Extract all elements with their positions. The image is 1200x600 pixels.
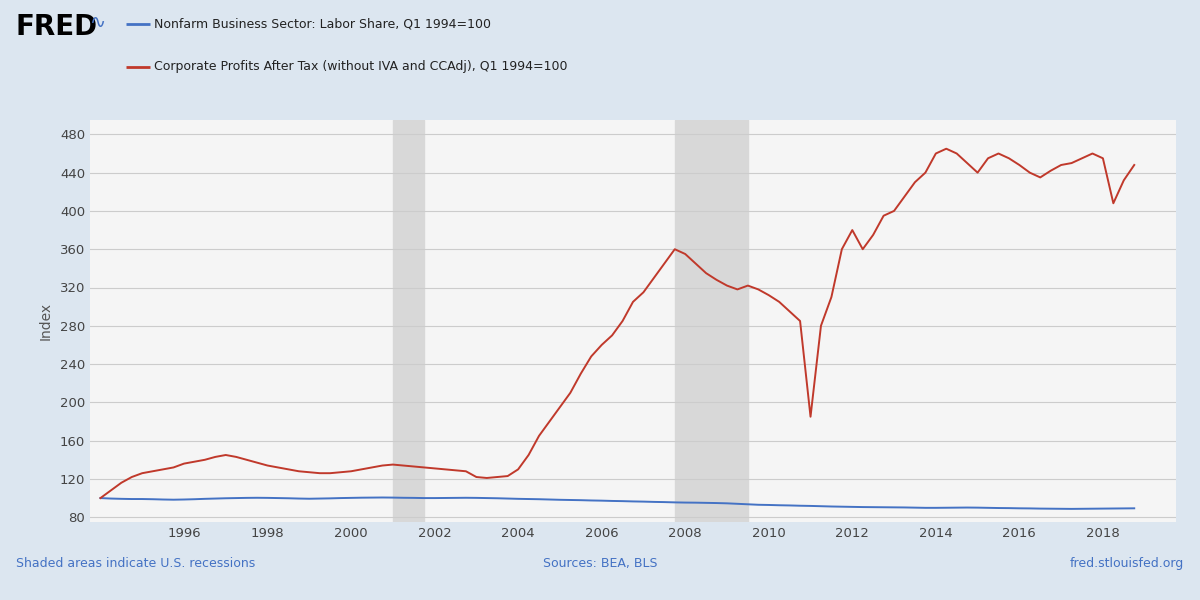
Y-axis label: Index: Index [38,302,53,340]
Text: Nonfarm Business Sector: Labor Share, Q1 1994=100: Nonfarm Business Sector: Labor Share, Q1… [154,17,491,30]
Text: fred.stlouisfed.org: fred.stlouisfed.org [1070,557,1184,570]
Text: Sources: BEA, BLS: Sources: BEA, BLS [542,557,658,570]
Bar [392,120,424,522]
Text: FRED: FRED [16,13,97,41]
Text: ∿: ∿ [86,13,107,32]
Bar [674,120,748,522]
Text: Shaded areas indicate U.S. recessions: Shaded areas indicate U.S. recessions [16,557,254,570]
Text: Corporate Profits After Tax (without IVA and CCAdj), Q1 1994=100: Corporate Profits After Tax (without IVA… [154,61,568,73]
